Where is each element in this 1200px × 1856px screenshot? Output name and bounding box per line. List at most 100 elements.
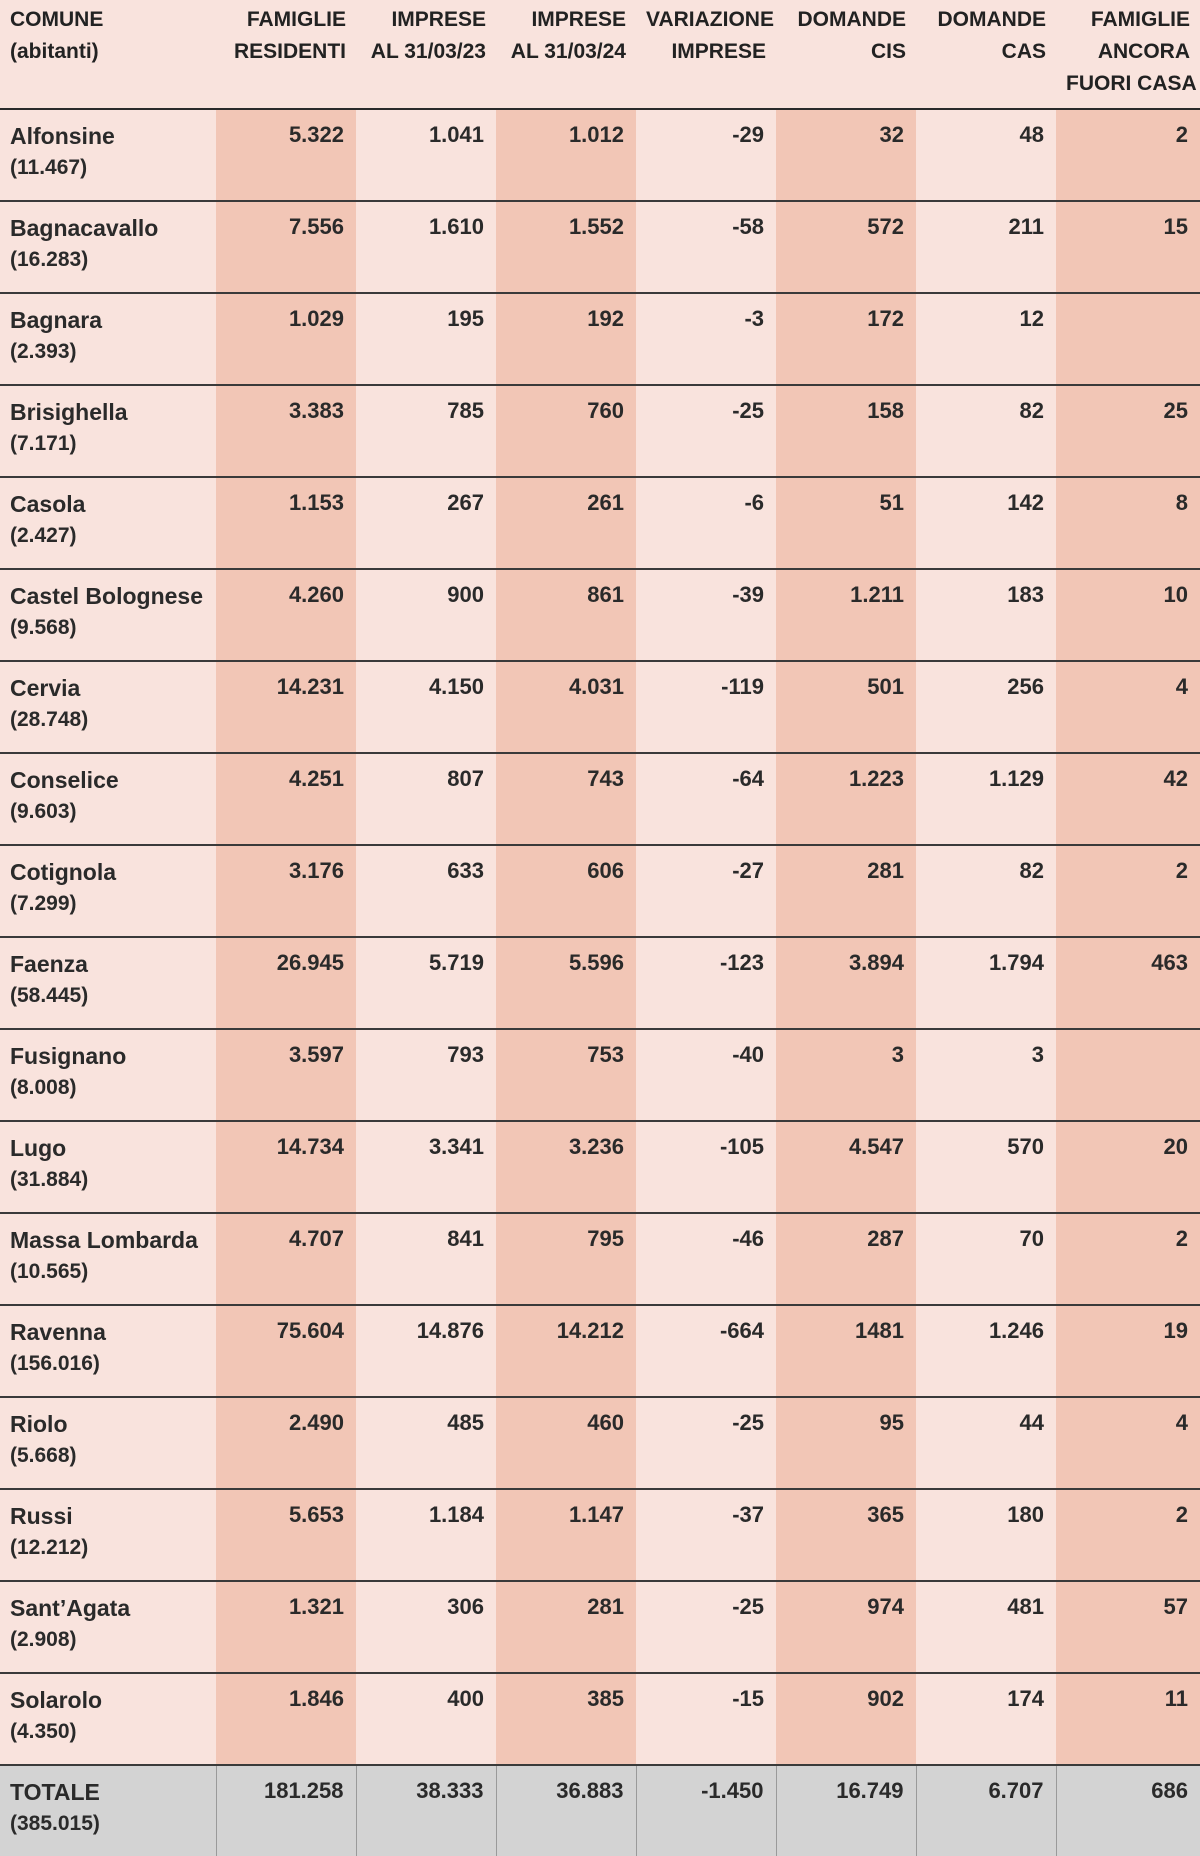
- cell-imprese-2024: 460: [496, 1397, 636, 1490]
- table-row: Alfonsine (11.467) 5.322 1.041 1.012 -29 32 48 2: [0, 109, 1200, 202]
- header-imprese-2023: IMPRESE AL 31/03/23: [356, 0, 496, 110]
- cell-famiglie-residenti: 4.251: [216, 753, 356, 846]
- cell-domande-cas: 82: [916, 845, 1056, 938]
- cell-comune: Lugo (31.884): [0, 1121, 216, 1214]
- cell-imprese-2023: 14.876: [356, 1305, 496, 1398]
- cell-variazione-imprese: -29: [636, 109, 776, 202]
- table-row: Cotignola (7.299) 3.176 633 606 -27 281 82 2: [0, 845, 1200, 938]
- cell-variazione-imprese: -664: [636, 1305, 776, 1398]
- header-text-line1: DOMANDE: [797, 8, 907, 31]
- cell-imprese-2023: 3.341: [356, 1121, 496, 1214]
- cell-famiglie-fuori-casa: 2: [1056, 1489, 1200, 1582]
- comune-name: Cotignola: [10, 859, 117, 885]
- cell-imprese-2024: 1.552: [496, 201, 636, 294]
- cell-famiglie-residenti: 75.604: [216, 1305, 356, 1398]
- cell-comune: Sant’Agata (2.908): [0, 1581, 216, 1674]
- comune-abitanti: (9.603): [10, 800, 77, 823]
- comune-name: Alfonsine: [10, 123, 115, 149]
- cell-imprese-2023: 4.150: [356, 661, 496, 754]
- comune-name: Massa Lombarda: [10, 1227, 198, 1253]
- header-text-line2: CAS: [1001, 40, 1046, 63]
- cell-variazione-imprese: -25: [636, 1581, 776, 1674]
- cell-famiglie-residenti: 181.258: [215, 1764, 356, 1856]
- cell-famiglie-fuori-casa: [1056, 1029, 1200, 1122]
- cell-imprese-2024: 1.147: [496, 1489, 636, 1582]
- table-row: Brisighella (7.171) 3.383 785 760 -25 158 82 25: [0, 385, 1200, 478]
- table-row: Solarolo (4.350) 1.846 400 385 -15 902 174 11: [0, 1673, 1200, 1766]
- cell-famiglie-fuori-casa: 8: [1056, 477, 1200, 570]
- cell-famiglie-residenti: 1.029: [216, 293, 356, 386]
- cell-domande-cas: 183: [916, 569, 1056, 662]
- cell-domande-cas: 48: [916, 109, 1056, 202]
- cell-domande-cis: 158: [776, 385, 916, 478]
- table-row: Massa Lombarda (10.565) 4.707 841 795 -46 287 7…: [0, 1213, 1200, 1306]
- header-text-line1: IMPRESE: [391, 8, 486, 31]
- table-row: Faenza (58.445) 26.945 5.719 5.596 -123 3.894 1…: [0, 937, 1200, 1030]
- cell-variazione-imprese: -39: [636, 569, 776, 662]
- table-row: Lugo (31.884) 14.734 3.341 3.236 -105 4.547 570…: [0, 1121, 1200, 1214]
- table-row: Riolo (5.668) 2.490 485 460 -25 95 44 4: [0, 1397, 1200, 1490]
- cell-comune: Brisighella (7.171): [0, 385, 216, 478]
- cell-famiglie-residenti: 5.322: [216, 109, 356, 202]
- cell-famiglie-fuori-casa: 686: [1055, 1764, 1200, 1856]
- comune-abitanti: (10.565): [10, 1260, 89, 1283]
- comune-name: Cervia: [10, 675, 81, 701]
- cell-imprese-2023: 306: [356, 1581, 496, 1674]
- comune-abitanti: (16.283): [10, 248, 89, 271]
- comune-name: Riolo: [10, 1411, 68, 1437]
- cell-famiglie-fuori-casa: 4: [1056, 1397, 1200, 1490]
- cell-comune: Casola (2.427): [0, 477, 216, 570]
- cell-domande-cas: 174: [916, 1673, 1056, 1766]
- cell-domande-cis: 1.211: [776, 569, 916, 662]
- cell-comune: Riolo (5.668): [0, 1397, 216, 1490]
- cell-domande-cas: 12: [916, 293, 1056, 386]
- cell-imprese-2023: 195: [356, 293, 496, 386]
- cell-imprese-2024: 192: [496, 293, 636, 386]
- header-text-line1: IMPRESE: [531, 8, 626, 31]
- cell-imprese-2024: 861: [496, 569, 636, 662]
- cell-imprese-2024: 14.212: [496, 1305, 636, 1398]
- cell-imprese-2023: 400: [356, 1673, 496, 1766]
- cell-famiglie-residenti: 4.260: [216, 569, 356, 662]
- comune-abitanti: (4.350): [10, 1720, 77, 1743]
- cell-variazione-imprese: -25: [636, 1397, 776, 1490]
- cell-famiglie-fuori-casa: 19: [1056, 1305, 1200, 1398]
- cell-variazione-imprese: -46: [636, 1213, 776, 1306]
- cell-comune: TOTALE (385.015): [0, 1764, 216, 1856]
- total-row: TOTALE (385.015) 181.258 38.333 36.883 -1.450…: [0, 1764, 1200, 1856]
- cell-variazione-imprese: -64: [636, 753, 776, 846]
- cell-domande-cis: 1.223: [776, 753, 916, 846]
- cell-domande-cis: 16.749: [775, 1764, 916, 1856]
- header-row: COMUNE (abitanti) FAMIGLIE RESIDENTI IMPRESE…: [0, 0, 1200, 110]
- cell-comune: Russi (12.212): [0, 1489, 216, 1582]
- comune-name: Brisighella: [10, 399, 128, 425]
- comune-abitanti: (11.467): [10, 156, 88, 179]
- comune-abitanti: (58.445): [10, 984, 89, 1007]
- cell-domande-cis: 287: [776, 1213, 916, 1306]
- cell-comune: Bagnara (2.393): [0, 293, 216, 386]
- cell-comune: Conselice (9.603): [0, 753, 216, 846]
- cell-domande-cas: 481: [916, 1581, 1056, 1674]
- cell-imprese-2024: 5.596: [496, 937, 636, 1030]
- cell-comune: Cotignola (7.299): [0, 845, 216, 938]
- cell-domande-cis: 4.547: [776, 1121, 916, 1214]
- cell-famiglie-residenti: 1.321: [216, 1581, 356, 1674]
- cell-domande-cis: 572: [776, 201, 916, 294]
- cell-domande-cas: 1.246: [916, 1305, 1056, 1398]
- table-row: Russi (12.212) 5.653 1.184 1.147 -37 365 180 2: [0, 1489, 1200, 1582]
- comune-abitanti: (28.748): [10, 708, 89, 731]
- header-text-line2: CIS: [870, 40, 906, 63]
- comune-name: Ravenna: [10, 1319, 106, 1345]
- cell-famiglie-residenti: 14.231: [216, 661, 356, 754]
- cell-domande-cis: 281: [776, 845, 916, 938]
- cell-famiglie-fuori-casa: 10: [1056, 569, 1200, 662]
- cell-imprese-2024: 385: [496, 1673, 636, 1766]
- header-text-line1: DOMANDE: [937, 8, 1047, 31]
- comune-name: Faenza: [10, 951, 88, 977]
- cell-domande-cis: 902: [776, 1673, 916, 1766]
- cell-famiglie-residenti: 2.490: [216, 1397, 356, 1490]
- cell-domande-cas: 1.794: [916, 937, 1056, 1030]
- comune-abitanti: (385.015): [10, 1812, 100, 1835]
- cell-domande-cas: 6.707: [915, 1764, 1056, 1856]
- cell-comune: Alfonsine (11.467): [0, 109, 216, 202]
